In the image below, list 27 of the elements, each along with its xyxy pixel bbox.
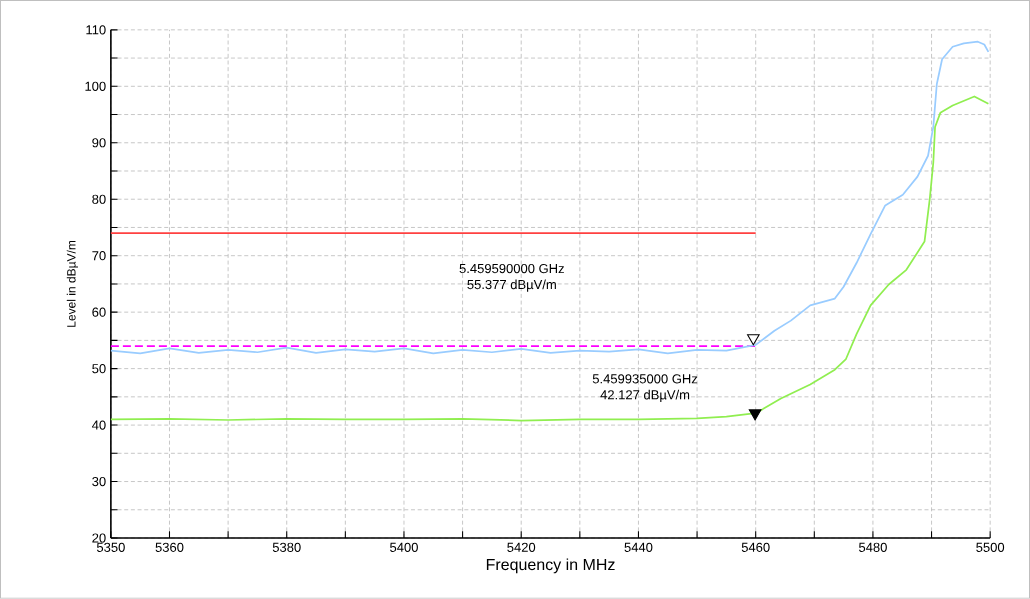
- x-tick-label: 5420: [507, 542, 536, 552]
- annotation: 5.459935000 GHz: [592, 374, 698, 384]
- x-tick-label: 5480: [858, 542, 887, 552]
- y-tick-label: 50: [92, 364, 106, 374]
- x-tick-label: 5440: [624, 542, 653, 552]
- y-axis-title: Level in dBµV/m: [66, 240, 78, 327]
- x-axis-title: Frequency in MHz: [486, 558, 615, 574]
- y-tick-label: 80: [92, 194, 106, 204]
- x-tick-label: 5360: [155, 542, 184, 552]
- annotation: 42.127 dBµV/m: [600, 389, 690, 403]
- x-tick-label: 5500: [976, 542, 1005, 552]
- line-series: [110, 40, 990, 355]
- y-tick-label: 70: [92, 251, 106, 261]
- line-series: [110, 95, 990, 422]
- x-tick-label: 5350: [96, 542, 125, 552]
- y-tick-label: 90: [92, 138, 106, 148]
- x-tick-label: 5400: [390, 542, 418, 552]
- y-tick-label: 40: [91, 420, 106, 430]
- x-tick-label: 5380: [272, 542, 301, 552]
- y-tick-label: 100: [85, 81, 106, 91]
- annotation: 55.377 dBµV/m: [467, 279, 556, 292]
- y-tick-label: 60: [92, 307, 106, 317]
- y-tick-label: 20: [92, 533, 106, 543]
- x-tick-label: 5460: [741, 542, 770, 552]
- annotation: 5.459590000 GHz: [459, 264, 564, 274]
- y-tick-label: 30: [92, 477, 106, 487]
- y-tick-label: 110: [86, 25, 106, 35]
